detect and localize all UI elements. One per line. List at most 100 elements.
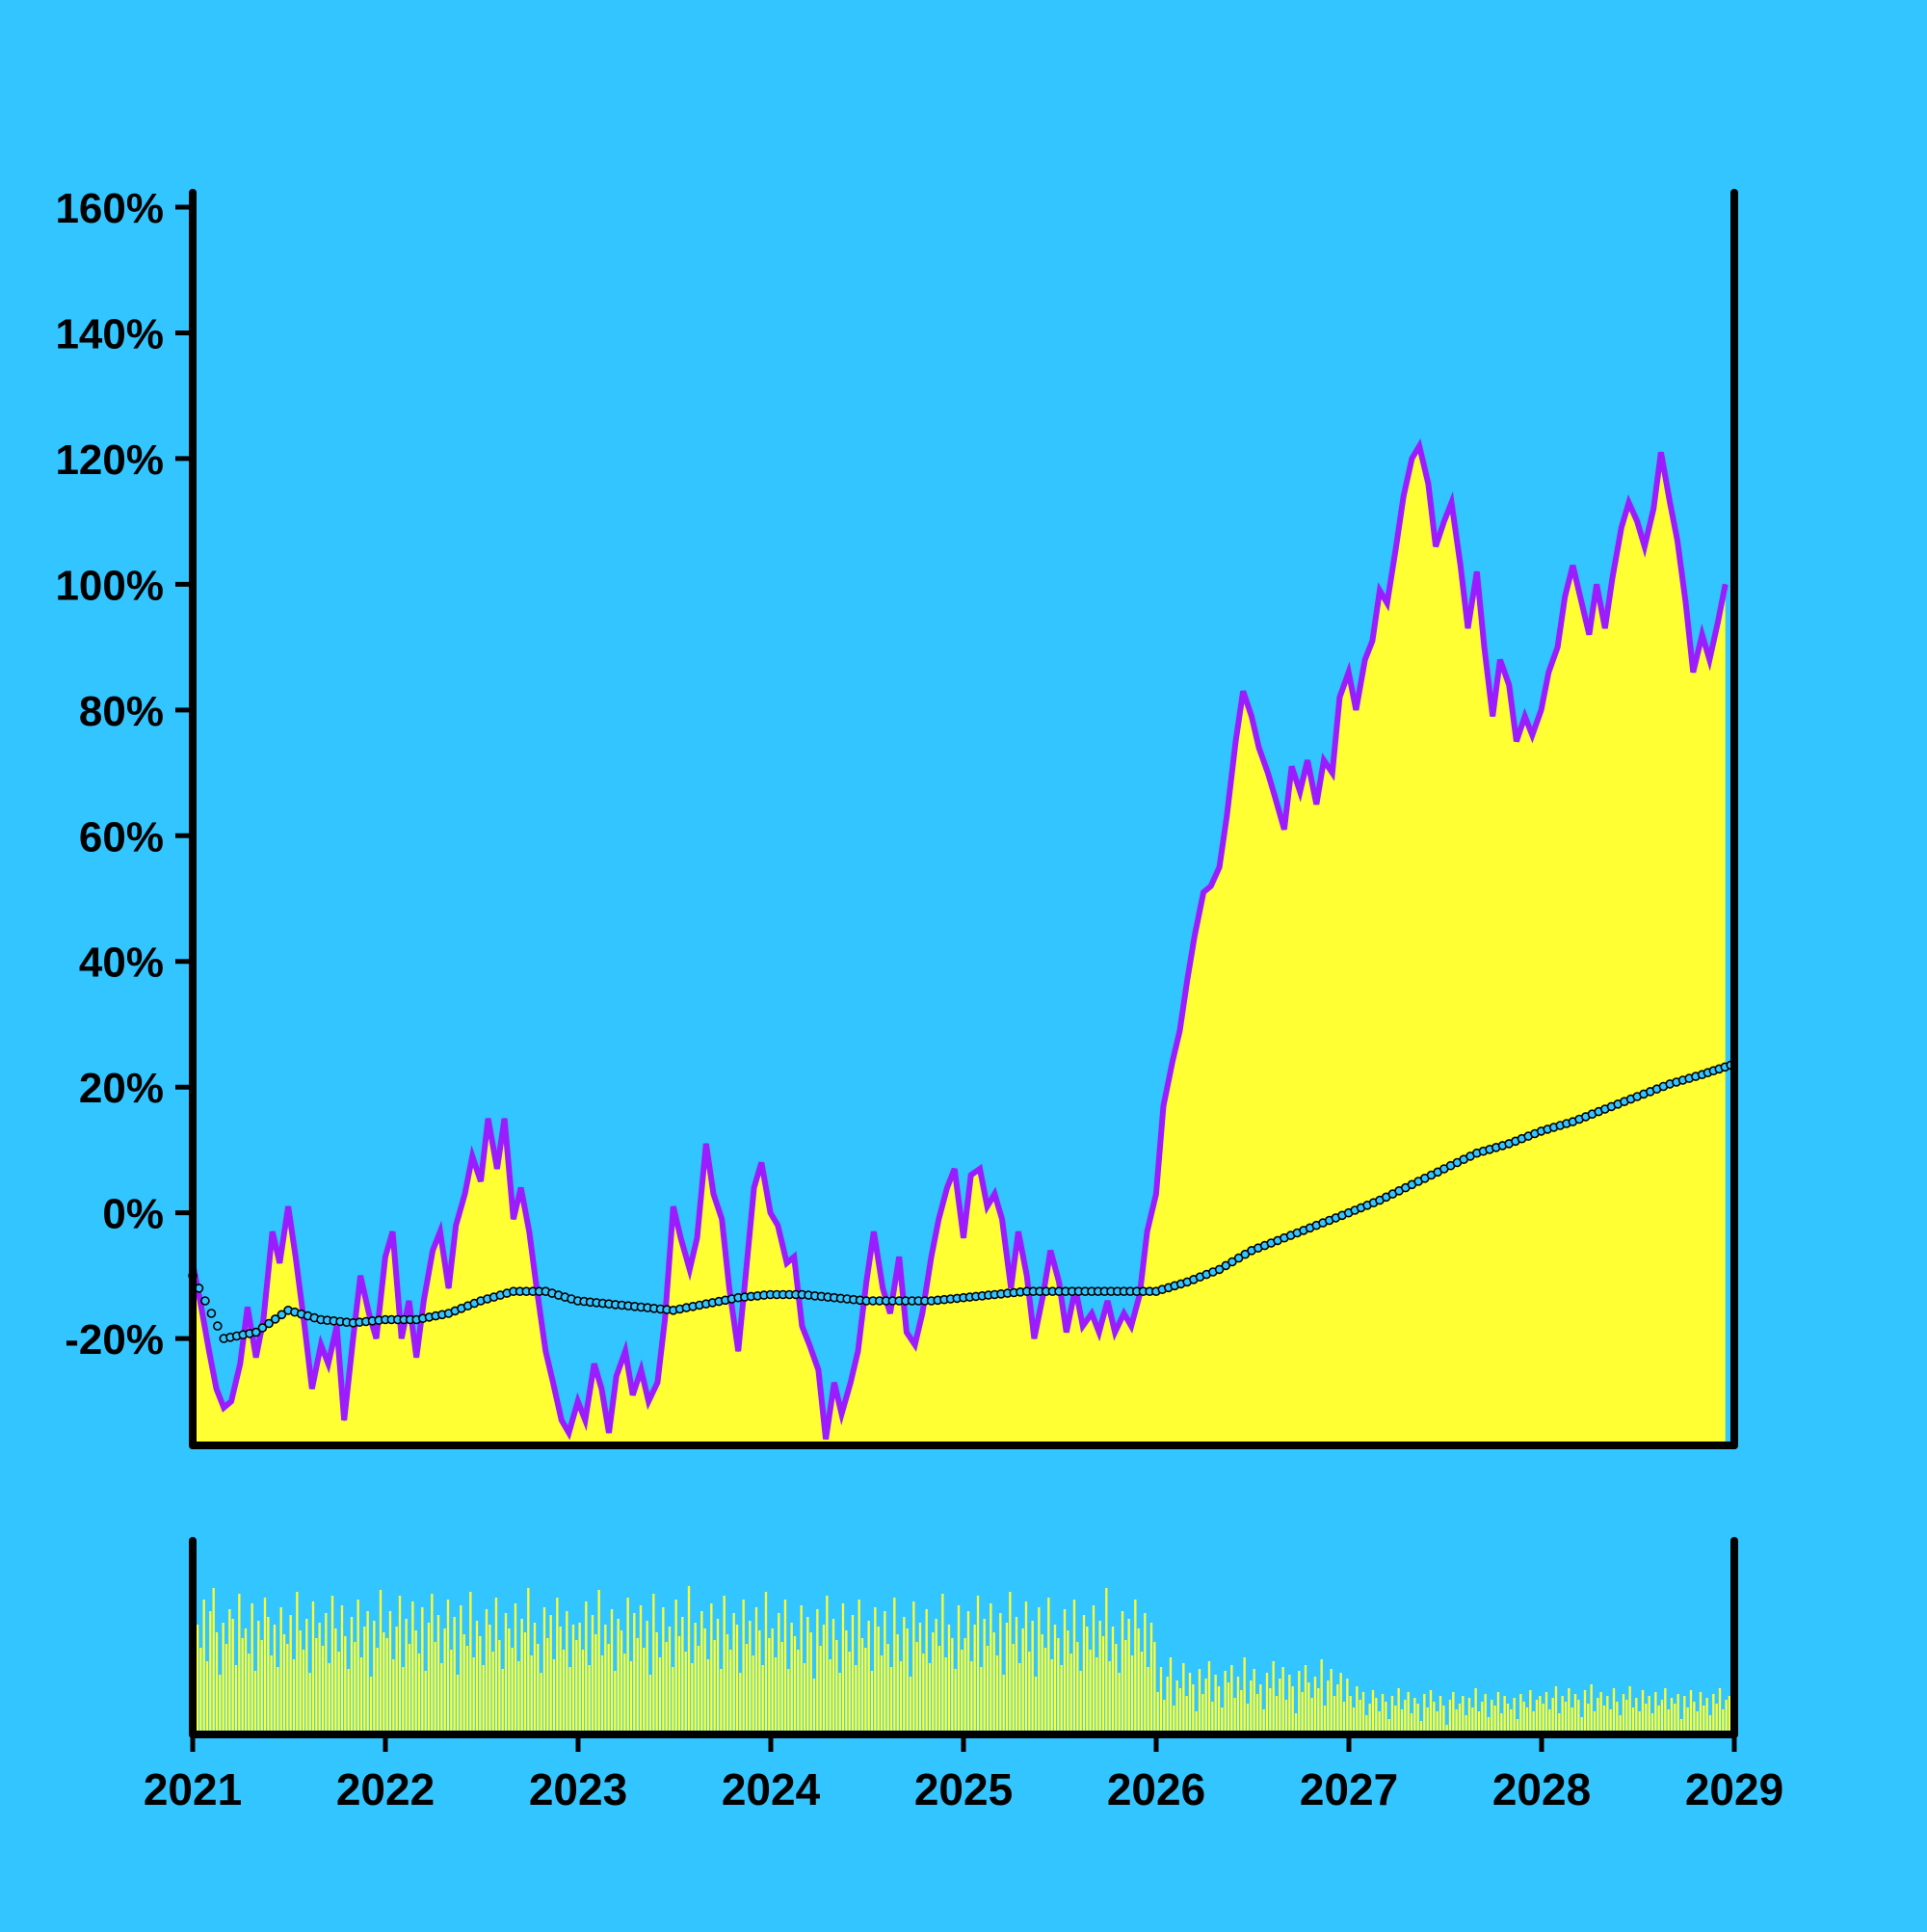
volume-bar — [1127, 1619, 1130, 1734]
volume-bar — [1057, 1638, 1060, 1734]
price-point — [375, 1337, 378, 1339]
volume-bar — [475, 1621, 479, 1734]
price-point — [1604, 627, 1606, 629]
volume-bar — [1111, 1627, 1115, 1734]
price-point — [1564, 595, 1566, 598]
volume-bar — [870, 1671, 874, 1734]
price-point — [1347, 671, 1350, 674]
volume-bar — [1448, 1700, 1452, 1734]
volume-bar — [1159, 1667, 1163, 1734]
volume-bar — [1674, 1704, 1676, 1734]
volume-bar — [983, 1619, 986, 1734]
volume-bar — [749, 1621, 752, 1734]
volume-bar — [780, 1642, 783, 1734]
volume-bar — [909, 1677, 912, 1734]
volume-bar — [1339, 1673, 1342, 1734]
volume-bar — [1660, 1700, 1664, 1734]
price-point — [1627, 501, 1630, 504]
volume-bar — [277, 1667, 279, 1734]
volume-bar — [1458, 1704, 1462, 1734]
volume-bar — [1018, 1663, 1021, 1734]
volume-bar — [607, 1644, 610, 1734]
price-point — [679, 1236, 682, 1239]
price-point — [817, 1368, 820, 1371]
x-tick-label: 2024 — [722, 1764, 821, 1814]
volume-bar — [1361, 1692, 1365, 1734]
price-point — [1155, 1193, 1157, 1195]
price-point — [1315, 803, 1318, 806]
price-point — [1621, 526, 1623, 529]
price-point — [1106, 1300, 1109, 1302]
volume-bar — [1368, 1704, 1371, 1734]
volume-bar — [479, 1636, 482, 1734]
volume-bar — [1413, 1698, 1416, 1734]
volume-bar — [1423, 1694, 1426, 1734]
volume-bar — [761, 1665, 764, 1734]
volume-bar — [877, 1627, 880, 1734]
y-tick-label: 60% — [79, 813, 164, 860]
price-line — [190, 437, 1729, 1441]
volume-bar — [1012, 1644, 1015, 1734]
volume-bar — [903, 1617, 906, 1734]
volume-bar — [517, 1661, 520, 1734]
price-point — [198, 1300, 201, 1302]
price-point — [631, 1394, 634, 1396]
volume-bar — [260, 1640, 263, 1734]
volume-bar — [405, 1619, 408, 1734]
volume-bar — [263, 1598, 267, 1734]
volume-bar — [1525, 1707, 1529, 1734]
volume-bar — [639, 1605, 643, 1734]
volume-bar — [1657, 1706, 1660, 1734]
volume-bar — [1404, 1700, 1407, 1734]
volume-bar — [1679, 1719, 1683, 1734]
volume-bar — [238, 1594, 241, 1734]
price-point — [496, 1168, 498, 1170]
volume-bar — [1021, 1628, 1024, 1734]
price-point — [1692, 671, 1695, 674]
price-point — [287, 1205, 289, 1207]
price-point — [946, 1186, 948, 1189]
price-point — [1508, 683, 1510, 686]
y-tick-label: 140% — [55, 310, 164, 357]
price-area-layer — [190, 437, 1729, 1445]
volume-bar — [735, 1625, 739, 1734]
price-point — [1499, 658, 1501, 661]
volume-bar — [491, 1652, 494, 1734]
price-point — [455, 1224, 458, 1227]
y-tick-label: 80% — [79, 688, 164, 735]
volume-bar — [504, 1613, 508, 1734]
price-point — [1402, 495, 1405, 497]
volume-bar — [248, 1654, 251, 1734]
price-point — [937, 1218, 940, 1220]
price-point — [1676, 539, 1678, 542]
volume-bar — [1265, 1673, 1269, 1734]
price-point — [1443, 520, 1445, 522]
volume-bar — [1416, 1704, 1419, 1734]
price-point — [568, 1432, 570, 1434]
volume-bar — [1201, 1694, 1204, 1734]
price-point — [215, 1388, 218, 1390]
volume-bar — [1718, 1688, 1722, 1734]
price-point — [1162, 1105, 1165, 1107]
volume-bar — [1147, 1667, 1149, 1734]
price-point — [1669, 501, 1671, 504]
y-tick-label: 120% — [55, 437, 164, 484]
price-point — [1466, 627, 1469, 629]
volume-bar — [1599, 1692, 1602, 1734]
volume-bar — [443, 1628, 446, 1734]
volume-bar — [944, 1657, 947, 1734]
price-point — [439, 1231, 441, 1232]
volume-bar — [838, 1673, 841, 1734]
price-point — [930, 1256, 933, 1258]
volume-bar — [1699, 1692, 1703, 1734]
volume-bar — [1121, 1611, 1124, 1734]
price-point — [963, 1236, 964, 1239]
volume-bar — [530, 1655, 533, 1734]
volume-bar — [1281, 1667, 1284, 1734]
price-point — [223, 1407, 225, 1409]
volume-bar — [568, 1667, 571, 1734]
price-point — [1450, 501, 1453, 504]
volume-bar — [1092, 1605, 1095, 1734]
price-point — [1636, 520, 1638, 522]
volume-bar — [655, 1632, 658, 1734]
